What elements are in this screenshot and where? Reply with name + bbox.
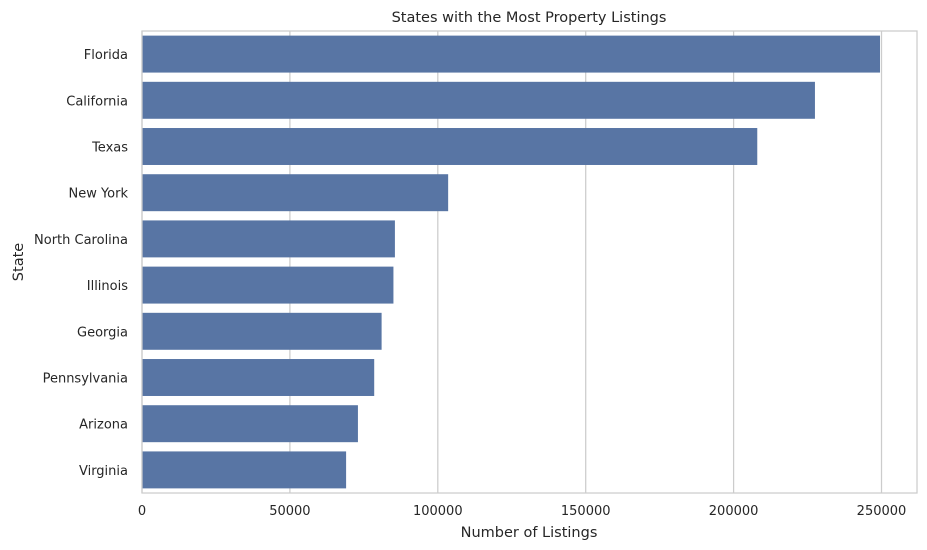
y-tick-labels: Florida California Texas New York North Caro…	[34, 48, 128, 479]
y-tick-label: California	[66, 94, 128, 109]
bars	[142, 35, 881, 489]
x-axis-label: Number of Listings	[461, 525, 598, 541]
x-tick-label: 250000	[857, 504, 907, 519]
x-tick-label: 100000	[413, 504, 463, 519]
y-tick-label: Arizona	[79, 418, 128, 433]
plot-frame	[141, 30, 918, 494]
bar-illinois	[142, 266, 394, 304]
bar-north-carolina	[142, 220, 395, 258]
y-tick-label: North Carolina	[34, 233, 128, 248]
y-tick-label: Illinois	[87, 279, 128, 294]
x-tick-label: 0	[138, 504, 146, 519]
chart-title: States with the Most Property Listings	[392, 10, 667, 26]
x-tick-label: 150000	[561, 504, 611, 519]
y-tick-label: New York	[68, 187, 128, 202]
bar-pennsylvania	[142, 359, 375, 396]
bar-texas	[142, 128, 758, 165]
y-tick-label: Georgia	[77, 325, 128, 340]
bar-arizona	[142, 405, 358, 443]
y-tick-label: Virginia	[79, 464, 128, 479]
bar-georgia	[142, 312, 382, 350]
bar-florida	[142, 35, 881, 73]
x-tick-label: 50000	[269, 504, 310, 519]
y-tick-label: Florida	[84, 48, 128, 63]
y-tick-label: Texas	[91, 141, 128, 156]
bar-california	[142, 81, 815, 119]
bar-virginia	[142, 451, 347, 489]
x-tick-labels: 0 50000 100000 150000 200000 250000	[138, 504, 906, 519]
y-axis-label: State	[11, 243, 27, 281]
x-tick-label: 200000	[709, 504, 759, 519]
bar-new-york	[142, 174, 449, 212]
y-tick-label: Pennsylvania	[43, 372, 128, 387]
